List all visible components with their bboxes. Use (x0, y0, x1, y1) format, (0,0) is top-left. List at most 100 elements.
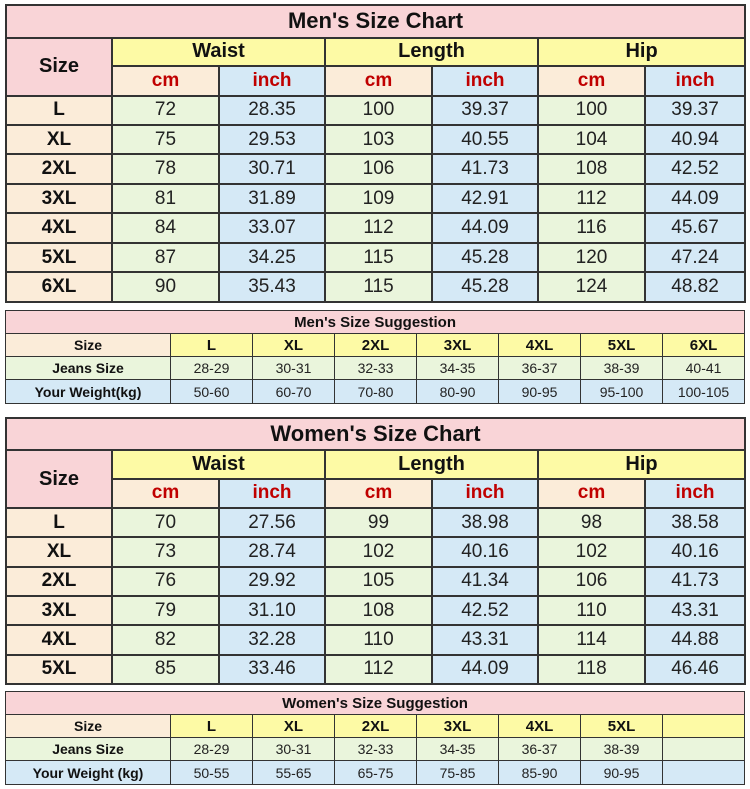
unit-inch: inch (218, 477, 326, 510)
inch-value-cell: 34.25 (218, 241, 326, 274)
jeans-size-cell: 38-39 (580, 356, 663, 380)
inch-value-cell: 44.88 (643, 624, 747, 656)
cm-value-cell: 76 (111, 565, 220, 597)
inch-value-cell: 46.46 (643, 653, 747, 686)
size-cell: 3XL (5, 594, 113, 627)
unit-cm: cm (111, 477, 220, 510)
inch-value-cell: 32.28 (218, 624, 326, 656)
mens-chart-title: Men's Size Chart (4, 4, 747, 39)
suggestion-size-cell: XL (252, 333, 335, 357)
inch-value-cell: 40.16 (431, 536, 539, 568)
weight-cell: 95-100 (580, 379, 663, 404)
inch-value-cell: 33.46 (218, 653, 326, 686)
cm-value-cell: 116 (537, 212, 646, 244)
inch-value-cell: 39.37 (643, 94, 747, 127)
weight-cell: 80-90 (416, 379, 499, 404)
cm-value-cell: 100 (537, 94, 646, 127)
unit-inch: inch (643, 64, 747, 97)
cm-value-cell: 99 (324, 506, 433, 539)
suggestion-size-label: Size (5, 333, 171, 357)
jeans-size-cell: 36-37 (498, 737, 581, 761)
inch-value-cell: 33.07 (218, 212, 326, 244)
weight-cell: 100-105 (661, 379, 746, 404)
unit-cm: cm (324, 64, 433, 97)
suggestion-size-cell: 5XL (580, 333, 663, 357)
waist-header: Waist (111, 449, 326, 480)
jeans-size-cell: 32-33 (334, 737, 417, 761)
jeans-size-cell: 38-39 (580, 737, 663, 761)
inch-value-cell: 30.71 (218, 153, 326, 185)
table-row: 6XL 90 35.43 115 45.28 124 48.82 (5, 271, 747, 303)
table-row: 2XL 76 29.92 105 41.34 106 41.73 (5, 565, 747, 597)
mens-chart-body: Men's Size Chart Size Waist Length Hip c… (4, 4, 747, 303)
mens-size-chart: Men's Size Chart Size Waist Length Hip c… (4, 4, 747, 303)
table-row: Jeans Size 28-29 30-31 32-33 34-35 36-37 38-3… (5, 737, 746, 761)
suggestion-size-cell (661, 714, 746, 738)
cm-value-cell: 110 (324, 624, 433, 656)
inch-value-cell: 40.16 (643, 536, 747, 568)
weight-cell: 70-80 (334, 379, 417, 404)
suggestion-size-cell: L (170, 714, 253, 738)
inch-value-cell: 40.94 (643, 123, 747, 156)
hip-header: Hip (536, 36, 747, 68)
cm-value-cell: 102 (324, 536, 433, 568)
weight-label: Your Weight (kg) (5, 760, 171, 785)
cm-value-cell: 109 (324, 182, 433, 215)
weight-cell: 55-65 (252, 760, 335, 785)
table-row: XL 73 28.74 102 40.16 102 40.16 (5, 536, 747, 568)
unit-cm: cm (324, 477, 433, 510)
inch-value-cell: 47.24 (643, 241, 747, 274)
womens-suggestion-title: Women's Size Suggestion (4, 691, 746, 715)
cm-value-cell: 78 (111, 153, 220, 185)
inch-value-cell: 42.91 (431, 182, 539, 215)
weight-cell: 85-90 (498, 760, 581, 785)
weight-cell (661, 760, 746, 785)
inch-value-cell: 38.98 (431, 506, 539, 539)
womens-size-chart: Women's Size Chart Size Waist Length Hip… (4, 416, 747, 686)
table-row: Size L XL 2XL 3XL 4XL 5XL 6XL (5, 333, 746, 357)
cm-value-cell: 108 (537, 153, 646, 185)
inch-value-cell: 41.73 (643, 565, 747, 597)
table-row: Your Weight (kg) 50-55 55-65 65-75 75-85 85-… (5, 760, 746, 785)
length-header: Length (324, 36, 539, 68)
cm-value-cell: 114 (537, 624, 646, 656)
suggestion-size-cell: XL (252, 714, 335, 738)
waist-header: Waist (111, 36, 326, 68)
inch-value-cell: 27.56 (218, 506, 326, 539)
cm-value-cell: 102 (537, 536, 646, 568)
size-cell: 3XL (5, 182, 113, 215)
cm-value-cell: 108 (324, 594, 433, 627)
cm-value-cell: 105 (324, 565, 433, 597)
size-cell: L (5, 94, 113, 127)
weight-cell: 75-85 (416, 760, 499, 785)
inch-value-cell: 45.28 (431, 241, 539, 274)
inch-value-cell: 28.35 (218, 94, 326, 127)
inch-value-cell: 35.43 (218, 271, 326, 303)
cm-value-cell: 70 (111, 506, 220, 539)
inch-value-cell: 31.10 (218, 594, 326, 627)
cm-value-cell: 81 (111, 182, 220, 215)
cm-value-cell: 73 (111, 536, 220, 568)
cm-value-cell: 112 (324, 212, 433, 244)
jeans-size-cell: 30-31 (252, 356, 335, 380)
womens-chart-body: Women's Size Chart Size Waist Length Hip… (4, 416, 747, 686)
table-row: 4XL 84 33.07 112 44.09 116 45.67 (5, 212, 747, 244)
jeans-size-cell: 32-33 (334, 356, 417, 380)
jeans-size-cell: 36-37 (498, 356, 581, 380)
cm-value-cell: 118 (537, 653, 646, 686)
cm-value-cell: 79 (111, 594, 220, 627)
unit-inch: inch (643, 477, 747, 510)
suggestion-size-cell: 3XL (416, 714, 499, 738)
jeans-size-cell: 34-35 (416, 737, 499, 761)
table-row: Jeans Size 28-29 30-31 32-33 34-35 36-37 38-3… (5, 356, 746, 380)
inch-value-cell: 31.89 (218, 182, 326, 215)
cm-value-cell: 120 (537, 241, 646, 274)
mens-size-suggestion: Men's Size Suggestion Size L XL 2XL 3XL 4XL 5… (4, 310, 746, 404)
cm-value-cell: 112 (324, 653, 433, 686)
size-cell: 4XL (5, 624, 113, 656)
cm-value-cell: 72 (111, 94, 220, 127)
size-cell: 2XL (5, 153, 113, 185)
size-cell: 5XL (5, 241, 113, 274)
inch-value-cell: 44.09 (643, 182, 747, 215)
cm-value-cell: 75 (111, 123, 220, 156)
